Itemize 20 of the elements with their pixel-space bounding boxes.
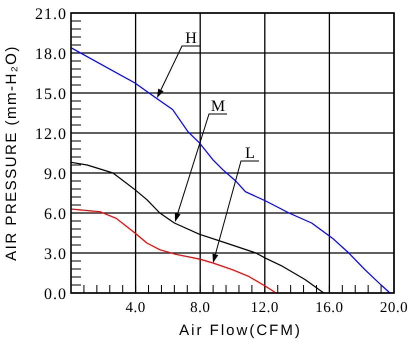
- y-axis-title: AIR PRESSURE (mm-H₂O): [3, 45, 20, 261]
- x-axis-title: Air Flow(CFM): [179, 322, 302, 339]
- y-tick-label: 9.0: [44, 166, 67, 183]
- line-series: [70, 208, 277, 294]
- x-tick-label: 8.0: [190, 300, 210, 316]
- y-tick-label: 21.0: [35, 6, 67, 23]
- y-tick-label: 3.0: [44, 246, 67, 263]
- y-tick-label: 6.0: [44, 206, 67, 223]
- annotation: M: [210, 98, 226, 115]
- y-tick-label: 15.0: [35, 86, 67, 103]
- annotation: L: [245, 145, 255, 162]
- x-tick-label: 20.0: [380, 300, 408, 316]
- y-tick-label: 0.0: [44, 286, 67, 303]
- line-series: [70, 47, 391, 294]
- annotation: H: [185, 30, 198, 47]
- x-tick-label: 4.0: [125, 300, 146, 316]
- x-tick-label: 12.0: [250, 300, 279, 316]
- y-tick-label: 18.0: [35, 46, 67, 63]
- y-tick-label: 12.0: [35, 126, 67, 143]
- x-tick-label: 16.0: [315, 300, 344, 316]
